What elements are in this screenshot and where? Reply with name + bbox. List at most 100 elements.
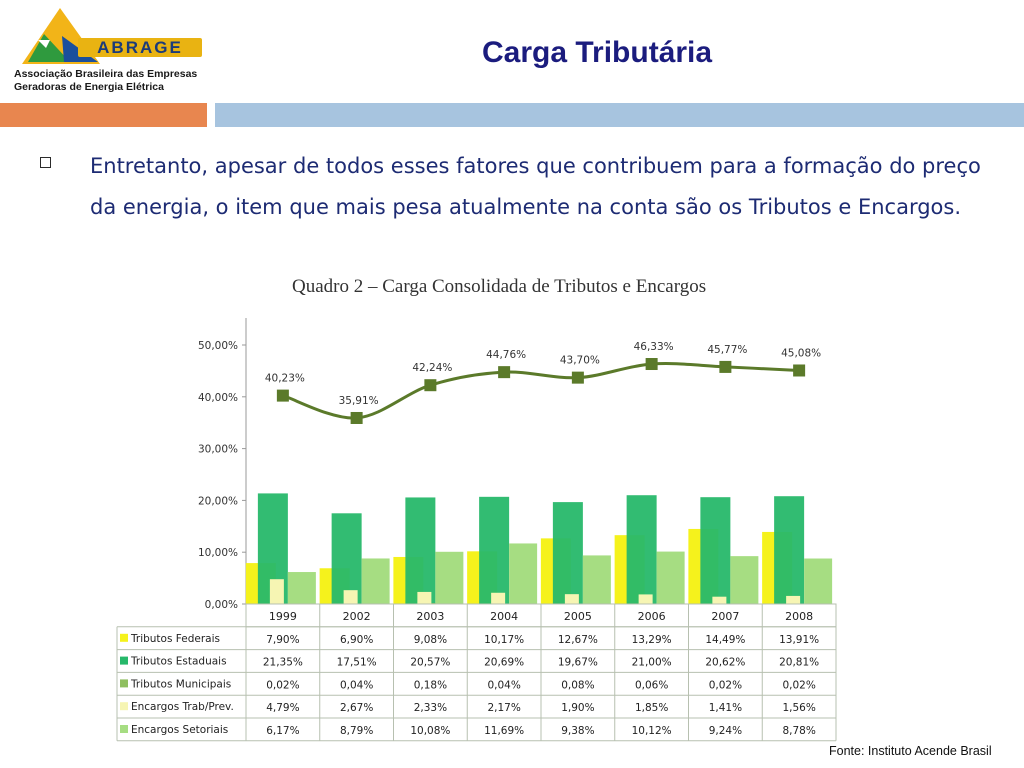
table-cell-value: 0,04% <box>487 679 520 691</box>
total-line <box>282 362 800 420</box>
bar-encargos-trab <box>343 590 358 604</box>
bar-encargos-trab <box>269 579 284 604</box>
legend-label: Tributos Municipais <box>130 678 231 690</box>
logo-wordmark: ABRAGE <box>97 38 183 57</box>
table-cell-value: 17,51% <box>337 657 377 669</box>
x-category-label: 1999 <box>269 610 297 623</box>
table-cell-value: 9,38% <box>561 725 594 737</box>
total-data-label: 42,24% <box>412 362 452 374</box>
header-accent-blue <box>215 103 1024 127</box>
x-category-label: 2008 <box>785 610 813 623</box>
bar-encargos-setoriais <box>361 558 390 604</box>
bar-encargos-trab <box>417 591 432 604</box>
total-data-label: 46,33% <box>634 341 674 353</box>
legend-label: Encargos Setoriais <box>131 724 228 736</box>
table-cell-value: 12,67% <box>558 634 598 646</box>
table-cell-value: 0,08% <box>561 679 594 691</box>
y-tick-label: 10,00% <box>198 547 238 559</box>
legend-label: Tributos Federais <box>130 633 220 645</box>
total-marker <box>645 358 658 371</box>
total-marker <box>793 364 806 377</box>
bar-tributos-estaduais <box>479 496 510 604</box>
table-cell-value: 14,49% <box>705 634 745 646</box>
table-cell-value: 1,56% <box>782 702 815 714</box>
table-cell-value: 2,67% <box>340 702 373 714</box>
table-cell-value: 7,90% <box>266 634 299 646</box>
total-data-label: 45,77% <box>707 344 747 356</box>
bar-encargos-trab <box>491 592 506 604</box>
x-category-label: 2004 <box>490 610 518 623</box>
table-cell-value: 0,06% <box>635 679 668 691</box>
bar-encargos-setoriais <box>287 572 316 604</box>
bar-encargos-setoriais <box>730 556 759 604</box>
table-cell-value: 0,02% <box>266 679 299 691</box>
bar-encargos-trab <box>712 596 727 604</box>
table-cell-value: 10,08% <box>410 725 450 737</box>
table-cell-value: 1,90% <box>561 702 594 714</box>
total-marker <box>719 360 732 373</box>
org-name-line1: Associação Brasileira das Empresas <box>14 68 198 80</box>
y-tick-label: 20,00% <box>198 495 238 507</box>
abrage-logo: ABRAGE Associação Brasileira das Empresa… <box>8 6 208 98</box>
table-cell-value: 8,79% <box>340 725 373 737</box>
total-marker <box>276 389 289 402</box>
legend-swatch <box>120 656 128 665</box>
header-accent-orange <box>0 103 207 127</box>
page-title: Carga Tributária <box>482 36 713 69</box>
org-name-line2: Geradoras de Energia Elétrica <box>14 81 164 93</box>
bar-tributos-estaduais <box>552 502 583 604</box>
bar-tributos-estaduais <box>405 497 436 604</box>
legend-swatch <box>120 633 128 642</box>
x-category-label: 2002 <box>343 610 371 623</box>
x-category-label: 2007 <box>711 610 739 623</box>
table-cell-value: 21,35% <box>263 657 303 669</box>
table-cell-value: 9,08% <box>414 634 447 646</box>
table-cell-value: 13,29% <box>632 634 672 646</box>
table-cell-value: 13,91% <box>779 634 819 646</box>
total-marker <box>571 371 584 384</box>
table-cell-value: 19,67% <box>558 657 598 669</box>
table-cell-value: 20,62% <box>705 657 745 669</box>
abrage-logo-mark: ABRAGE <box>22 8 202 64</box>
total-marker <box>498 366 511 379</box>
table-cell-value: 10,12% <box>632 725 672 737</box>
bar-encargos-trab <box>638 594 653 604</box>
table-cell-value: 9,24% <box>709 725 742 737</box>
bar-tributos-estaduais <box>700 497 731 604</box>
table-cell-value: 0,04% <box>340 679 373 691</box>
y-tick-label: 0,00% <box>205 599 238 611</box>
legend-label: Tributos Estaduais <box>130 656 227 668</box>
table-cell-value: 20,57% <box>410 657 450 669</box>
total-data-label: 44,76% <box>486 349 526 361</box>
legend-swatch <box>120 702 128 711</box>
x-category-label: 2003 <box>416 610 444 623</box>
chart-title: Quadro 2 – Carga Consolidada de Tributos… <box>292 276 707 297</box>
x-category-label: 2006 <box>638 610 666 623</box>
total-data-label: 35,91% <box>339 395 379 407</box>
bar-tributos-estaduais <box>626 495 657 604</box>
table-cell-value: 2,17% <box>487 702 520 714</box>
table-cell-value: 20,69% <box>484 657 524 669</box>
table-cell-value: 0,02% <box>782 679 815 691</box>
table-cell-value: 0,18% <box>414 679 447 691</box>
table-cell-value: 21,00% <box>632 657 672 669</box>
table-cell-value: 4,79% <box>266 702 299 714</box>
table-cell-value: 1,85% <box>635 702 668 714</box>
bullet-paragraph: Entretanto, apesar de todos esses fatore… <box>90 154 981 219</box>
table-cell-value: 0,02% <box>709 679 742 691</box>
bar-encargos-setoriais <box>656 551 685 604</box>
total-data-label: 43,70% <box>560 355 600 367</box>
table-cell-value: 8,78% <box>782 725 815 737</box>
source-note: Fonte: Instituto Acende Brasil <box>829 744 992 758</box>
total-data-label: 40,23% <box>265 373 305 385</box>
bar-encargos-setoriais <box>435 551 464 604</box>
bar-encargos-setoriais <box>509 543 538 604</box>
table-cell-value: 1,41% <box>709 702 742 714</box>
bar-encargos-setoriais <box>804 558 833 604</box>
total-data-label: 45,08% <box>781 347 821 359</box>
table-cell-value: 20,81% <box>779 657 819 669</box>
table-cell-value: 6,90% <box>340 634 373 646</box>
table-cell-value: 6,17% <box>266 725 299 737</box>
bar-encargos-setoriais <box>582 555 611 604</box>
legend-label: Encargos Trab/Prev. <box>131 701 234 713</box>
